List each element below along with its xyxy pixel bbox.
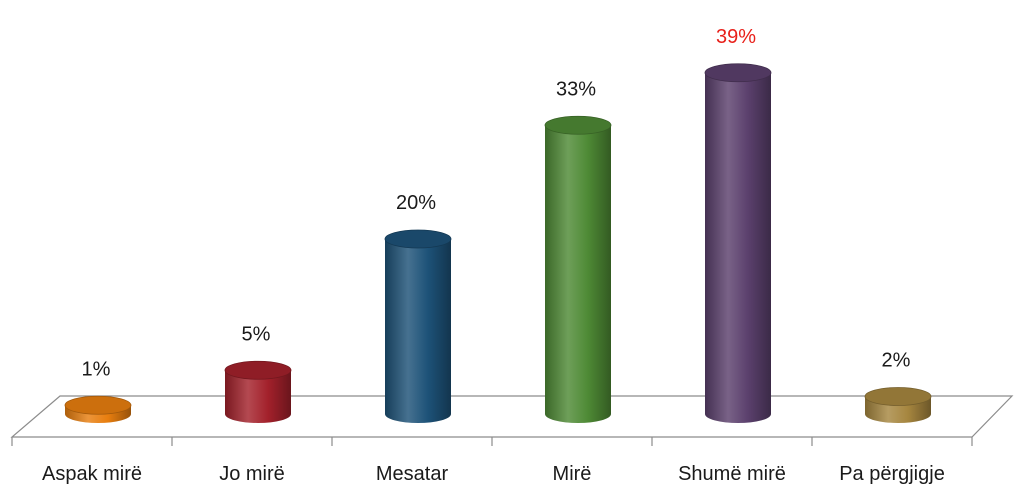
bar-body bbox=[225, 370, 291, 423]
bar-top bbox=[864, 387, 932, 406]
bar-group bbox=[64, 63, 932, 423]
bar-body bbox=[545, 125, 611, 423]
category-label: Shumë mirë bbox=[678, 463, 786, 485]
bar-6 bbox=[864, 387, 932, 423]
bar-top bbox=[384, 229, 452, 249]
value-label: 20% bbox=[396, 192, 436, 214]
value-label-group: 1% 5% 20% 33% 39% 2% bbox=[82, 26, 911, 381]
value-label: 5% bbox=[242, 323, 271, 345]
category-label: Aspak mirë bbox=[42, 463, 142, 485]
category-label: Jo mirë bbox=[219, 463, 285, 485]
bar-1 bbox=[64, 395, 132, 423]
bar-top bbox=[64, 395, 132, 415]
category-label: Pa përgjigje bbox=[839, 463, 945, 485]
value-label: 33% bbox=[556, 78, 596, 100]
value-label: 39% bbox=[716, 26, 756, 48]
value-label: 1% bbox=[82, 358, 111, 380]
bar-5 bbox=[704, 63, 772, 423]
bar-top bbox=[544, 115, 612, 135]
bar-body bbox=[385, 239, 451, 423]
category-label: Mirë bbox=[553, 463, 592, 485]
bar-top bbox=[704, 63, 772, 83]
value-label: 2% bbox=[882, 350, 911, 372]
floor-plane bbox=[10, 395, 1014, 438]
bar-4 bbox=[544, 115, 612, 423]
bar-body bbox=[705, 72, 771, 423]
category-label: Mesatar bbox=[376, 463, 449, 485]
bar-2 bbox=[224, 360, 292, 423]
bar-top bbox=[224, 360, 292, 380]
chart-floor bbox=[10, 395, 1014, 446]
category-label-group: Aspak mirë Jo mirë Mesatar Mirë Shumë mirë Pa… bbox=[42, 463, 945, 485]
bar-3 bbox=[384, 229, 452, 423]
